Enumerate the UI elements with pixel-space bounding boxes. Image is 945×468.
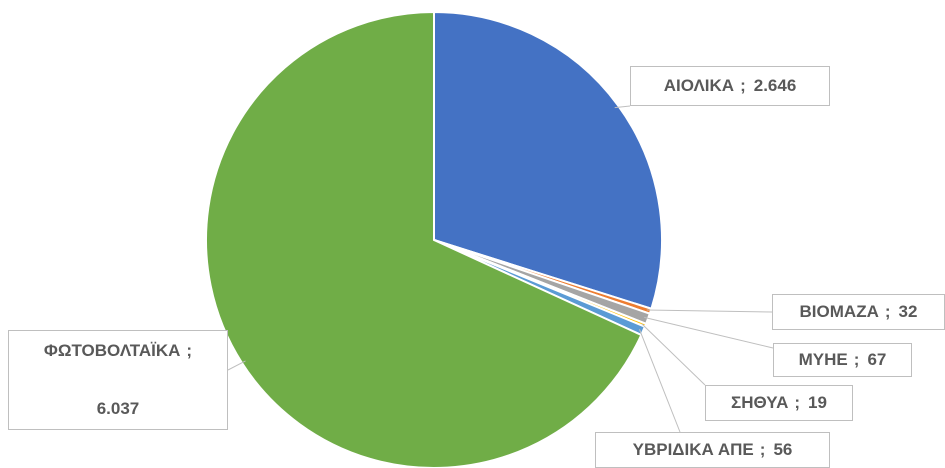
value-label: 67 xyxy=(867,350,886,369)
data-label: ΣΗΘΥΑ; 19 xyxy=(731,393,827,412)
leader-line xyxy=(646,309,773,313)
data-label: ΜΥΗΕ; 67 xyxy=(799,350,887,369)
data-label: ΒΙΟΜΑΖΑ; 32 xyxy=(800,302,918,321)
label-box xyxy=(595,432,830,468)
data-label: ΦΩΤΟΒΟΛΤΑΪΚΑ; 6.037 xyxy=(44,341,192,418)
leader-line xyxy=(638,329,681,433)
category-name: ΣΗΘΥΑ xyxy=(731,393,788,412)
leader-line xyxy=(644,316,774,349)
label-separator: ; xyxy=(794,393,800,412)
value-label: 2.646 xyxy=(754,76,797,95)
data-label: ΑΙΟΛΙΚΑ; 2.646 xyxy=(664,76,797,95)
leader-line xyxy=(641,323,706,386)
label-separator: ; xyxy=(760,440,766,459)
label-separator: ; xyxy=(854,350,860,369)
label-box xyxy=(630,66,830,106)
category-name: ΑΙΟΛΙΚΑ xyxy=(664,76,734,95)
data-label: ΥΒΡΙΔΙΚΑ ΑΠΕ; 56 xyxy=(633,440,793,459)
leader-line xyxy=(227,360,246,371)
label-box xyxy=(8,330,228,430)
category-name: ΦΩΤΟΒΟΛΤΑΪΚΑ xyxy=(44,341,181,360)
value-label: 6.037 xyxy=(97,399,140,418)
category-name: ΜΥΗΕ xyxy=(799,350,848,369)
leader-line xyxy=(614,105,631,109)
value-label: 32 xyxy=(899,302,918,321)
label-box xyxy=(705,385,853,421)
label-separator: ; xyxy=(186,341,192,360)
value-label: 19 xyxy=(808,393,827,412)
label-separator: ; xyxy=(740,76,746,95)
category-name: ΥΒΡΙΔΙΚΑ ΑΠΕ xyxy=(633,440,754,459)
label-separator: ; xyxy=(885,302,891,321)
label-box xyxy=(773,343,912,377)
category-name: ΒΙΟΜΑΖΑ xyxy=(800,302,879,321)
value-label: 56 xyxy=(773,440,792,459)
pie-slice xyxy=(433,10,663,311)
